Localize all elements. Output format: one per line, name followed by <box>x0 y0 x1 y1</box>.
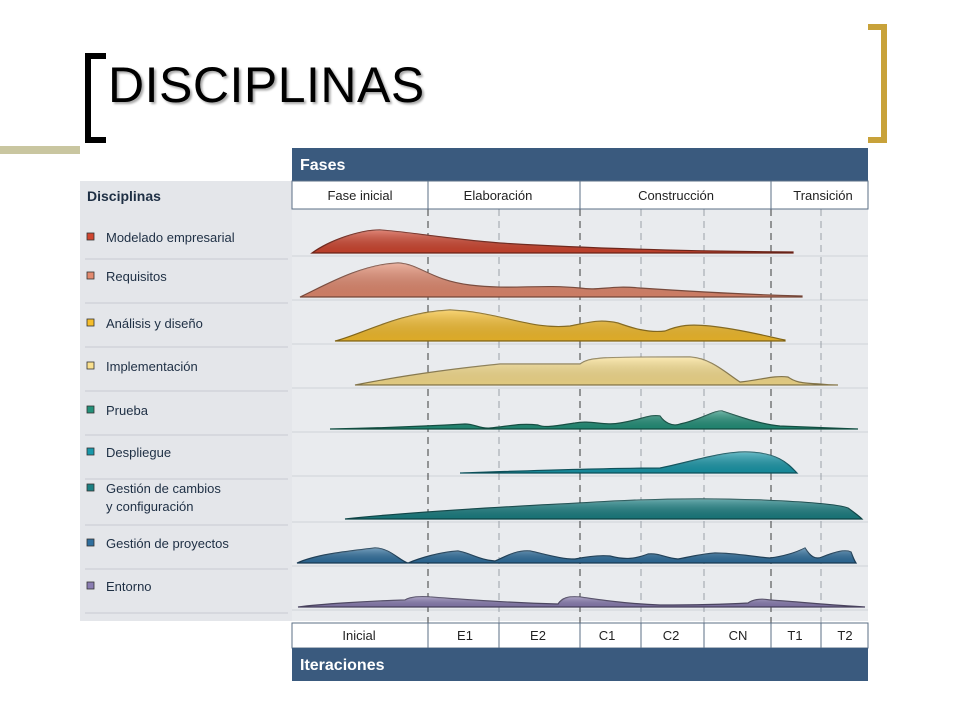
discipline-label: Requisitos <box>106 269 167 284</box>
phase-label: Fase inicial <box>327 188 392 203</box>
iteration-labels: Inicial E1 E2 C1 C2 CN T1 T2 <box>342 623 853 648</box>
discipline-color-swatch <box>86 581 95 590</box>
phase-label: Elaboración <box>464 188 533 203</box>
phase-label: Transición <box>793 188 852 203</box>
iterations-header: Iteraciones <box>300 657 385 674</box>
phase-labels: Fase inicial Elaboración Construcción Trans… <box>327 181 853 209</box>
iteration-label: T2 <box>837 628 852 643</box>
iteration-label: CN <box>729 628 748 643</box>
iterations-header-bar <box>292 648 868 681</box>
discipline-label: Prueba <box>106 403 149 418</box>
phase-label: Construcción <box>638 188 714 203</box>
workload-curves <box>296 229 866 608</box>
discipline-label: Gestión de cambios <box>106 481 221 496</box>
iteration-label: Inicial <box>342 628 375 643</box>
discipline-label: Modelado empresarial <box>106 230 235 245</box>
disciplines-header: Disciplinas <box>87 188 161 204</box>
iteration-label: C1 <box>599 628 616 643</box>
phases-header: Fases <box>300 157 345 174</box>
discipline-color-swatch <box>86 447 95 456</box>
discipline-label-line2: y configuración <box>106 499 193 514</box>
iteration-label: C2 <box>663 628 680 643</box>
iteration-label: T1 <box>787 628 802 643</box>
discipline-labels: Modelado empresarial Requisitos Análisis y… <box>85 230 288 614</box>
iteration-label: E1 <box>457 628 473 643</box>
discipline-color-swatch <box>86 232 95 241</box>
discipline-label: Implementación <box>106 359 198 374</box>
disciplines-panel <box>80 181 292 621</box>
phases-header-bar <box>292 148 868 181</box>
discipline-label: Entorno <box>106 579 152 594</box>
discipline-label: Despliegue <box>106 445 171 460</box>
discipline-color-swatch <box>86 405 95 414</box>
iteration-label: E2 <box>530 628 546 643</box>
discipline-color-swatch <box>86 361 95 370</box>
discipline-label: Análisis y diseño <box>106 316 203 331</box>
discipline-color-swatch <box>86 483 95 492</box>
discipline-color-swatch <box>86 318 95 327</box>
discipline-label: Gestión de proyectos <box>106 536 229 551</box>
discipline-color-swatch <box>86 271 95 280</box>
discipline-color-swatch <box>86 538 95 547</box>
slide-title: DISCIPLINAS <box>108 57 425 113</box>
